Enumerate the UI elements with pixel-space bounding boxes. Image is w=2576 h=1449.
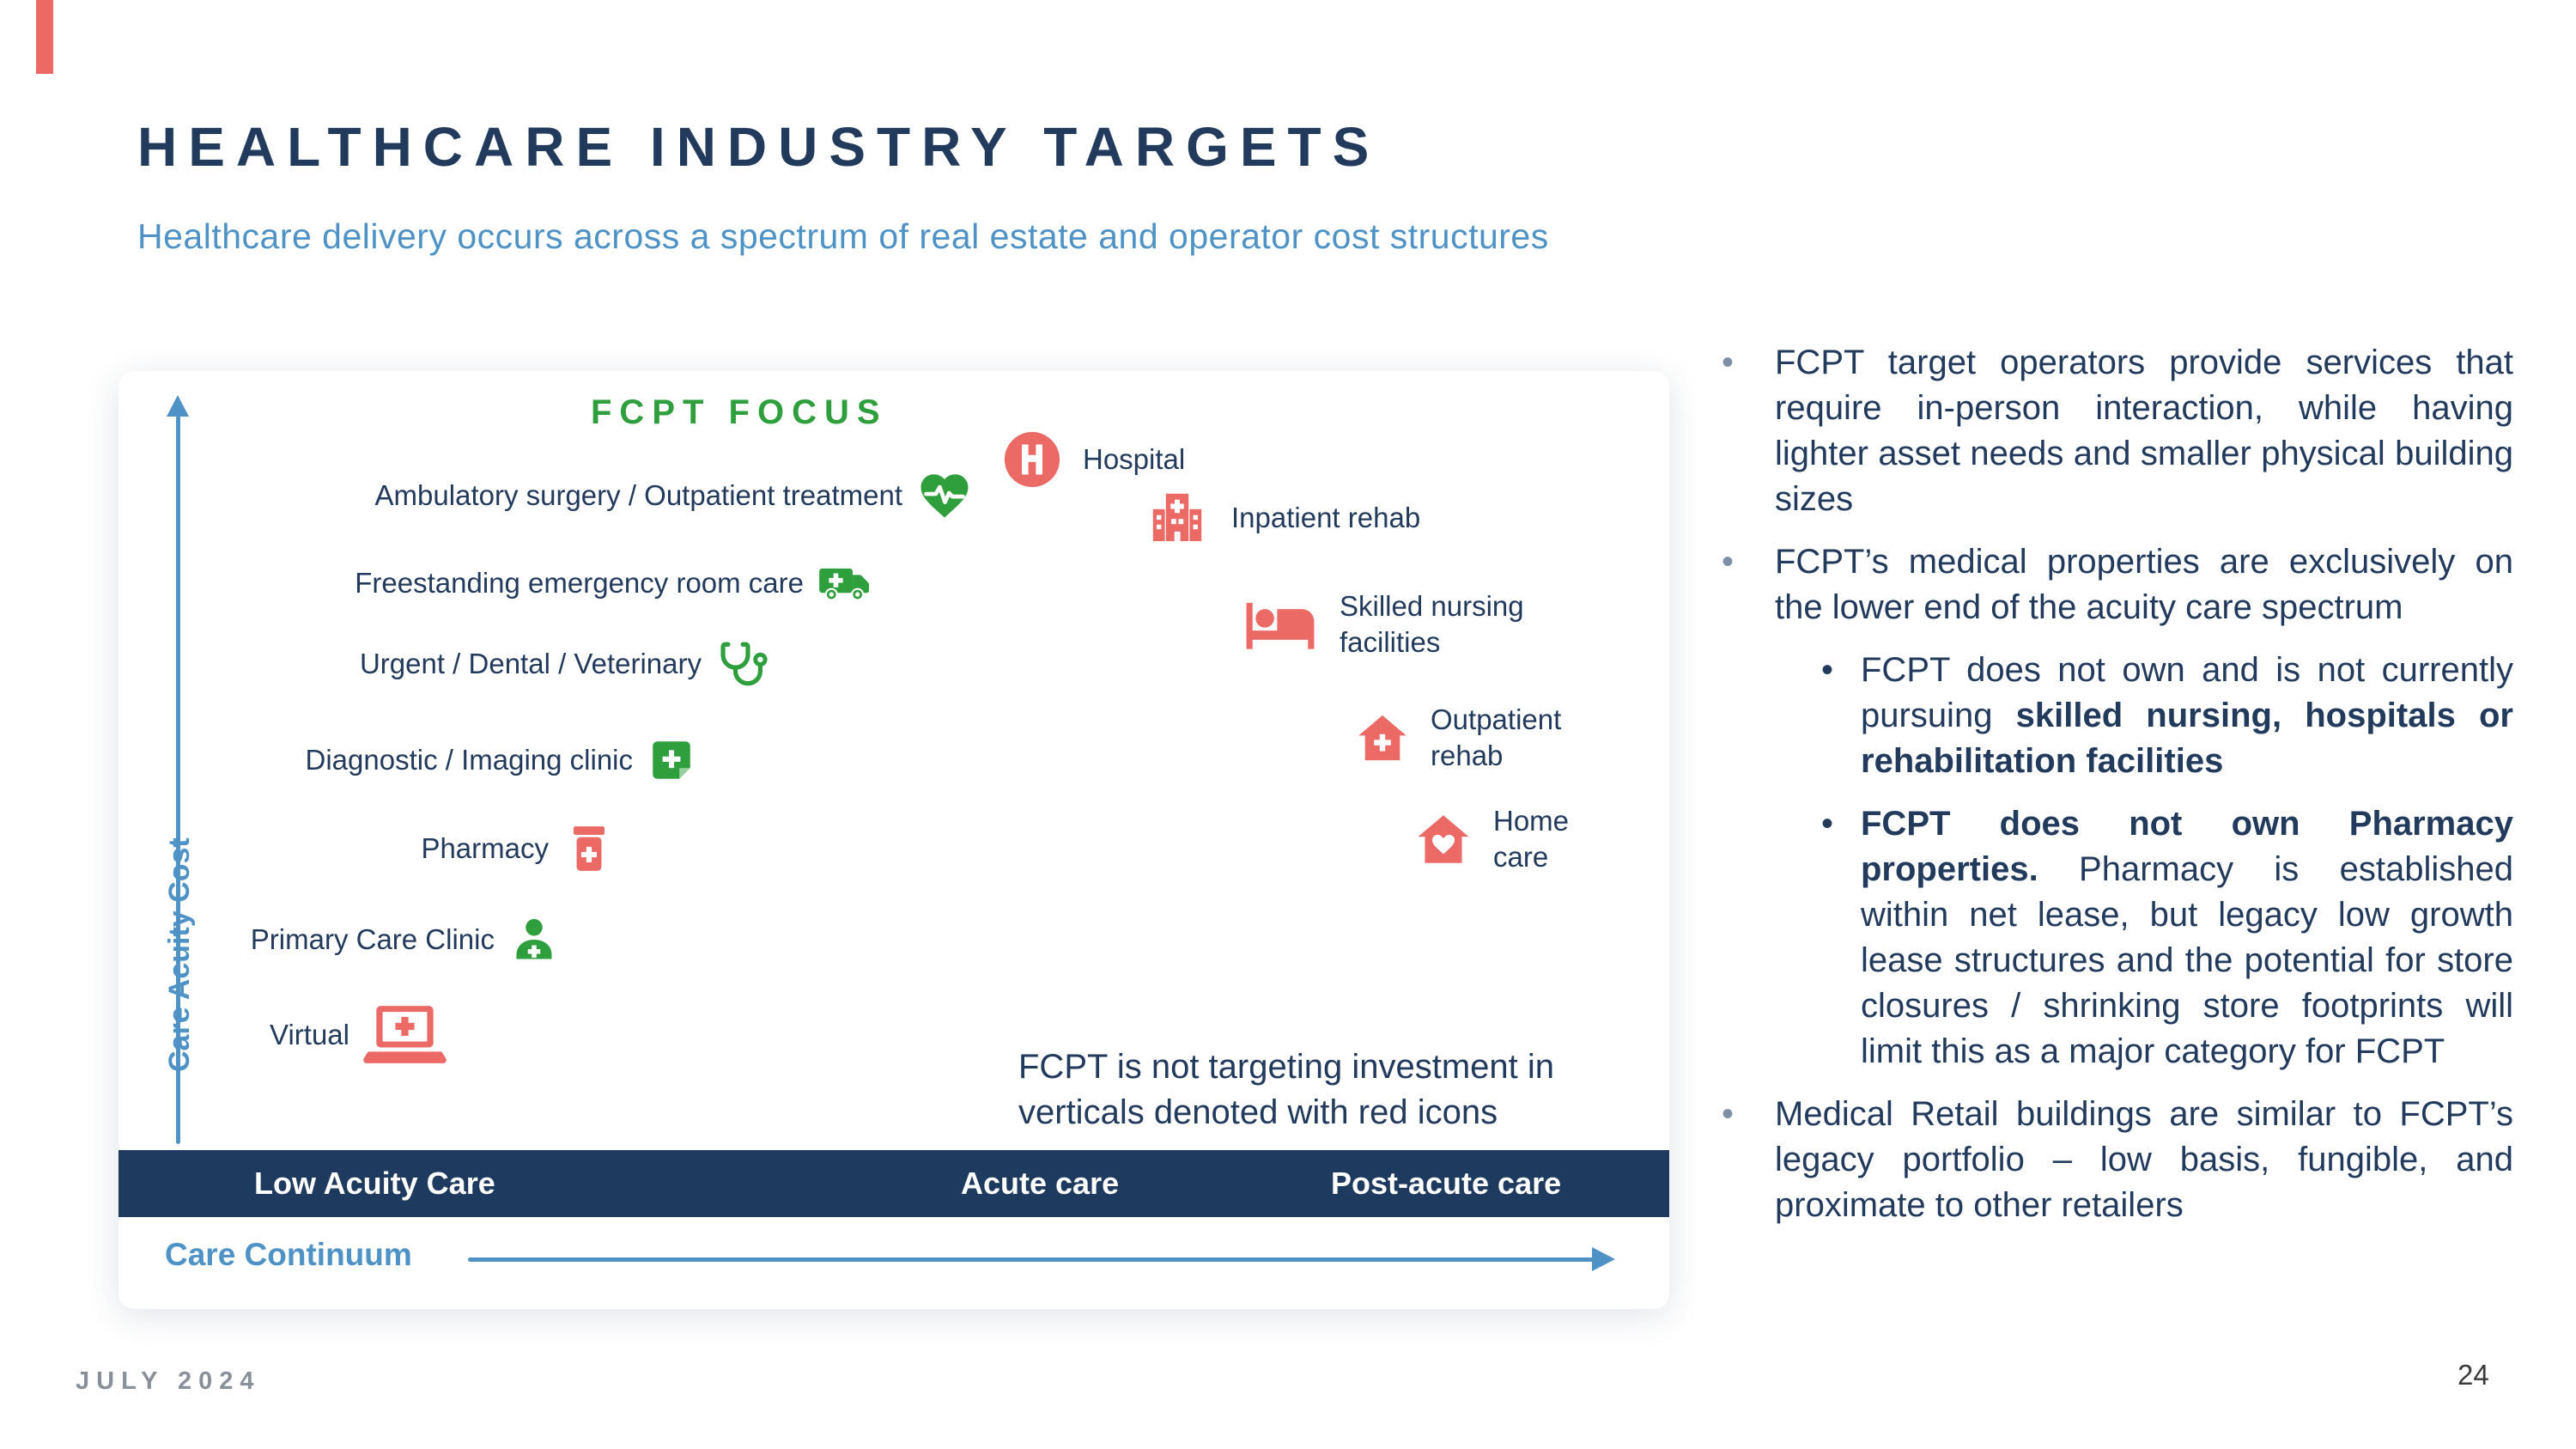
diagram-item-outpatient-rehab: Outpatient rehab (1355, 702, 1561, 774)
house-heart-icon (1414, 810, 1473, 868)
item-label: Primary Care Clinic (250, 923, 495, 955)
acuity-axis-line (176, 416, 180, 1144)
item-label: Home care (1493, 805, 1570, 874)
acuity-category-bar: Low Acuity Care Acute care Post-acute ca… (118, 1150, 1669, 1217)
bullet-lower-acuity: • FCPT’s medical properties are exclusiv… (1722, 539, 2513, 630)
bullet-text: FCPT’s medical properties are exclusivel… (1775, 543, 2513, 626)
red-icons-note: FCPT is not targeting investment in vert… (1018, 1048, 1554, 1131)
hospital-icon (1002, 429, 1062, 490)
acuity-axis-arrow-icon (167, 395, 189, 417)
nursing-bed-icon (1242, 588, 1319, 661)
diagram-item-virtual: Virtual (270, 1002, 447, 1068)
rehab-building-icon (1144, 487, 1211, 549)
pill-bottle-icon (562, 822, 616, 875)
bullet-marker: • (1722, 1095, 1735, 1133)
bullet-text: FCPT target operators provide services t… (1775, 344, 2513, 518)
item-label: Inpatient rehab (1231, 502, 1421, 533)
diagram-item-diagnostic-imaging: Diagnostic / Imaging clinic (306, 735, 697, 785)
page-number: 24 (2458, 1359, 2489, 1391)
diagram-item-freestanding-er: Freestanding emergency room care (355, 556, 872, 611)
bar-label-acute: Acute care (961, 1166, 1120, 1201)
item-label: Urgent / Dental / Veterinary (359, 648, 702, 679)
page-title: HEALTHCARE INDUSTRY TARGETS (137, 116, 1381, 178)
care-continuum-arrow-icon (1592, 1247, 1615, 1271)
acuity-axis-label: Care Acuity Cost (163, 837, 196, 1073)
house-cross-icon (1355, 710, 1410, 765)
care-continuum-arrow-line (468, 1257, 1595, 1262)
commentary-bullet-list: • FCPT target operators provide services… (1722, 340, 2513, 1228)
item-label: Ambulatory surgery / Outpatient treatmen… (374, 479, 902, 511)
bullet-marker: • (1722, 543, 1735, 581)
bullet-marker: • (1821, 805, 1834, 843)
bullet-text: FCPT does not own Pharmacy properties. P… (1861, 805, 2513, 1070)
diagram-item-home-care: Home care (1414, 803, 1569, 875)
heartbeat-icon (916, 467, 973, 524)
item-label: Freestanding emergency room care (355, 567, 804, 599)
stethoscope-icon (715, 637, 769, 691)
page-subtitle: Healthcare delivery occurs across a spec… (137, 216, 1549, 256)
footer-date: JULY 2024 (76, 1367, 261, 1395)
clinician-icon (508, 914, 560, 965)
diagram-item-hospital: Hospital (1002, 429, 1185, 490)
diagram-item-skilled-nursing: Skilled nursing facilities (1242, 588, 1524, 661)
item-label: Pharmacy (421, 832, 549, 864)
care-continuum-label: Care Continuum (165, 1237, 412, 1272)
fcpt-focus-label: FCPT FOCUS (591, 393, 888, 431)
care-spectrum-diagram: Care Acuity Cost FCPT FOCUS Ambulatory s… (118, 371, 1669, 1309)
sub-bullet-pharmacy: • FCPT does not own Pharmacy properties.… (1821, 801, 2513, 1075)
ambulance-icon (817, 556, 872, 611)
diagram-item-primary-care: Primary Care Clinic (251, 914, 560, 965)
bullet-marker: • (1821, 651, 1834, 689)
item-label: Diagnostic / Imaging clinic (305, 744, 634, 776)
item-label: Skilled nursing facilities (1340, 589, 1524, 658)
bar-label-low-acuity: Low Acuity Care (254, 1166, 495, 1201)
item-label: Virtual (270, 1019, 349, 1050)
bullet-marker: • (1722, 344, 1735, 381)
sub-bullet-not-pursuing: • FCPT does not own and is not currently… (1821, 648, 2513, 784)
item-label: Outpatient rehab (1431, 703, 1562, 772)
telehealth-laptop-icon (363, 1002, 447, 1068)
imaging-icon (647, 735, 696, 785)
item-label: Hospital (1083, 443, 1186, 475)
bullet-text: FCPT does not own and is not currently p… (1861, 651, 2513, 780)
diagram-item-inpatient-rehab: Inpatient rehab (1144, 487, 1420, 549)
diagram-item-urgent-dental-vet: Urgent / Dental / Veterinary (360, 637, 769, 691)
bullet-text: Medical Retail buildings are similar to … (1775, 1095, 2513, 1224)
bar-label-post-acute: Post-acute care (1331, 1166, 1562, 1201)
accent-corner-bar (36, 0, 53, 74)
diagram-item-ambulatory-surgery: Ambulatory surgery / Outpatient treatmen… (375, 467, 973, 524)
bullet-medical-retail: • Medical Retail buildings are similar t… (1722, 1092, 2513, 1228)
bullet-target-operators: • FCPT target operators provide services… (1722, 340, 2513, 522)
diagram-item-pharmacy: Pharmacy (421, 822, 616, 875)
